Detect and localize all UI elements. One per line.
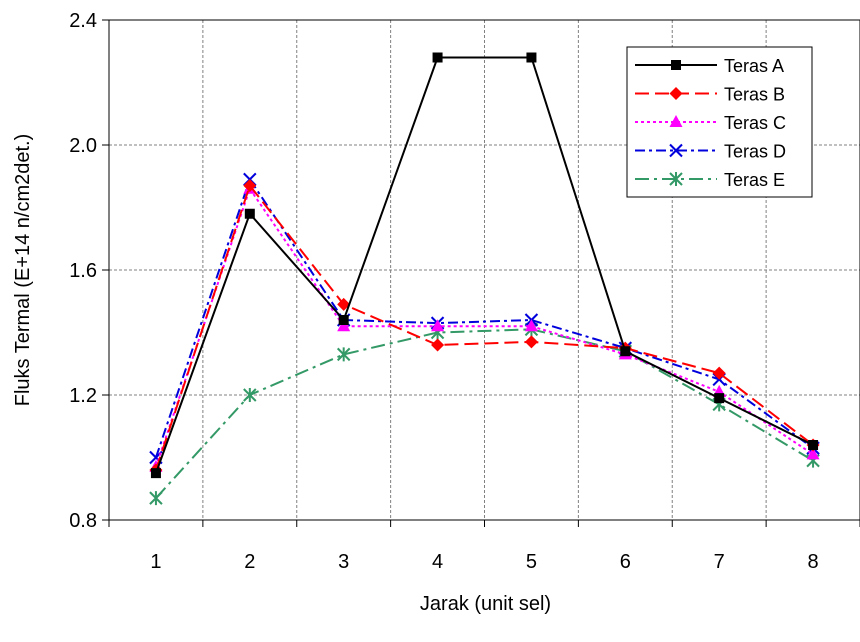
series-layer [149, 52, 820, 506]
series-line-teras-a [154, 56, 814, 474]
data-point-teras-a [714, 393, 725, 404]
y-tick-label: 2.0 [69, 135, 97, 157]
data-point-teras-a [432, 52, 443, 63]
legend-label: Teras E [724, 170, 785, 190]
data-point-teras-c [337, 319, 351, 332]
legend-label: Teras A [724, 56, 784, 76]
data-point-teras-a [526, 52, 537, 63]
data-point-teras-c [431, 319, 445, 332]
legend-item-teras-b: Teras B [635, 85, 785, 105]
legend-marker [669, 115, 683, 127]
data-point-teras-c [806, 447, 820, 460]
x-tick-label: 2 [244, 551, 255, 573]
y-tick-label: 1.6 [69, 260, 97, 282]
data-point-teras-b [712, 366, 726, 380]
legend-item-teras-d: Teras D [635, 142, 786, 162]
axes: 0.8 1.2 1.6 2.0 2.4 1 2 3 4 5 6 7 8 [69, 10, 860, 573]
y-tick-label: 1.2 [69, 385, 97, 407]
x-tick-label: 7 [714, 551, 725, 573]
legend-marker [669, 172, 683, 186]
series-line-teras-c [154, 186, 814, 468]
legend-item-teras-a: Teras A [635, 56, 784, 76]
legend-label: Teras B [724, 85, 785, 105]
data-point-teras-b [524, 335, 538, 349]
y-tick-label: 0.8 [69, 510, 97, 532]
x-axis-title: Jarak (unit sel) [420, 593, 551, 615]
series-teras-a [150, 52, 819, 479]
x-tick-label: 8 [808, 551, 819, 573]
data-point-teras-e [336, 347, 351, 362]
x-tick-label: 1 [150, 551, 161, 573]
data-point-teras-a [150, 468, 161, 479]
x-tick-label: 6 [620, 551, 631, 573]
legend-marker [671, 60, 681, 70]
legend-marker [669, 87, 683, 100]
series-line-teras-b [154, 183, 814, 471]
legend-item-teras-c: Teras C [635, 113, 786, 133]
y-tick-label: 2.4 [69, 10, 97, 32]
data-point-teras-b [243, 179, 257, 193]
data-point-teras-e [243, 388, 257, 402]
legend: Teras A Teras B Teras C Teras D Teras E [626, 46, 813, 198]
data-point-teras-a [808, 440, 819, 450]
legend-item-teras-e: Teras E [635, 170, 785, 190]
data-point-teras-b [431, 338, 445, 352]
legend-label: Teras D [724, 142, 786, 162]
data-point-teras-b [337, 297, 351, 311]
x-tick-label: 3 [338, 551, 349, 573]
x-tick-label: 5 [526, 551, 537, 573]
series-line-teras-d [154, 177, 814, 458]
legend-marker [669, 143, 683, 158]
series-line-teras-e [155, 328, 814, 499]
legend-box [626, 46, 813, 198]
grid-lines [109, 20, 860, 520]
data-point-teras-a [620, 346, 631, 357]
data-point-teras-e [149, 491, 163, 506]
data-point-teras-a [338, 315, 349, 325]
y-axis-title: Fluks Termal (E+14 n/cm2det.) [12, 134, 34, 407]
x-tick-label: 4 [432, 551, 443, 573]
legend-label: Teras C [724, 113, 786, 133]
data-point-teras-c [524, 319, 538, 332]
data-point-teras-a [244, 208, 255, 219]
